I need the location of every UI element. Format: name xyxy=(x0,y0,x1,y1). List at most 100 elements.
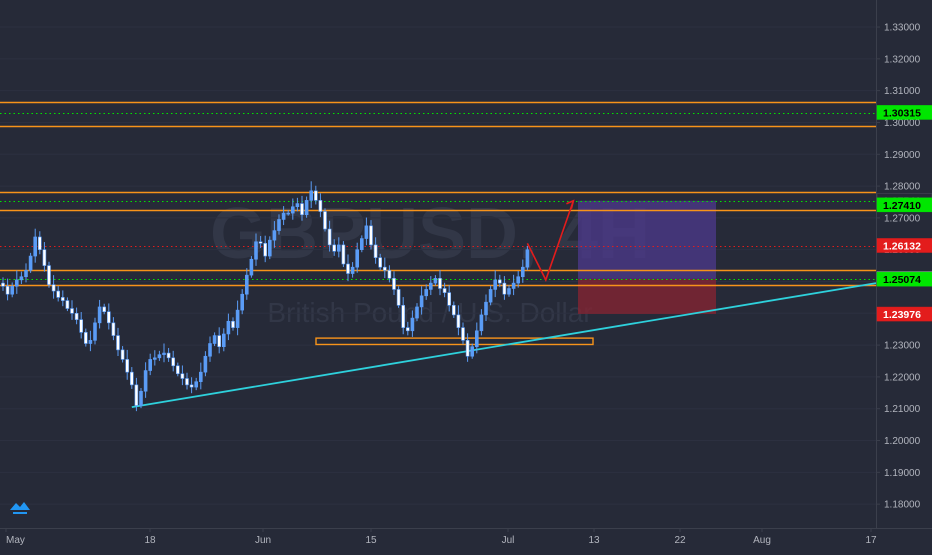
time-tick-label: 13 xyxy=(588,535,600,546)
candlesticks xyxy=(1,181,530,412)
candle-body xyxy=(84,332,88,344)
candle-body xyxy=(346,263,350,274)
position-loss-area[interactable] xyxy=(578,278,716,314)
candle-body xyxy=(245,274,249,295)
price-tag-label: 1.25074 xyxy=(883,274,921,286)
projection-polyline[interactable] xyxy=(526,200,575,282)
time-tick-label: 22 xyxy=(674,535,686,546)
candle-body xyxy=(212,335,217,344)
candle-body xyxy=(226,320,231,335)
ascending-trendline[interactable] xyxy=(131,282,877,409)
candle-body xyxy=(235,309,240,328)
candle-body xyxy=(516,276,521,284)
candle-body xyxy=(364,225,369,239)
support-zone-rect[interactable] xyxy=(315,337,594,346)
candle-body xyxy=(88,340,93,344)
price-tag-box xyxy=(876,238,932,253)
projection-path[interactable] xyxy=(526,199,575,282)
candle-body xyxy=(166,352,171,359)
candle-body xyxy=(120,349,125,360)
candle-body xyxy=(415,306,419,319)
time-tick-label: 17 xyxy=(865,535,877,546)
candle-body xyxy=(208,343,212,357)
long-position-box[interactable] xyxy=(578,200,716,314)
price-tick-label: 1.20000 xyxy=(884,436,921,447)
price-tick-label: 1.27000 xyxy=(884,213,921,224)
candle-body xyxy=(111,322,116,336)
candle-body xyxy=(15,279,19,287)
candle-body xyxy=(313,190,318,201)
price-tick-label: 1.31000 xyxy=(884,86,921,97)
time-tick-label: 15 xyxy=(365,535,377,546)
price-tags: 1.303151.275411.274101.261321.250841.250… xyxy=(876,105,932,322)
candle-body xyxy=(93,322,97,341)
candle-body xyxy=(263,243,268,257)
time-tick-label: May xyxy=(6,535,25,546)
candle-body xyxy=(497,279,502,284)
candle-body xyxy=(442,288,447,293)
candle-body xyxy=(116,335,120,351)
price-tick-label: 1.32000 xyxy=(884,54,921,65)
candle-body xyxy=(428,282,433,290)
candle-body xyxy=(56,290,61,298)
price-tick-label: 1.21000 xyxy=(884,404,921,415)
candle-body xyxy=(19,276,24,281)
projection-arrowhead[interactable] xyxy=(566,199,575,209)
candle-body xyxy=(327,228,332,246)
time-tick-label: Jul xyxy=(502,535,515,546)
tradingview-logo[interactable] xyxy=(10,502,30,514)
candle-body xyxy=(332,244,337,252)
candle-body xyxy=(502,282,507,295)
horizontal-levels[interactable] xyxy=(0,101,876,287)
candle-body xyxy=(341,244,346,265)
price-tick-label: 1.22000 xyxy=(884,372,921,383)
candle-body xyxy=(456,314,461,328)
candle-body xyxy=(254,241,258,260)
candle-body xyxy=(125,359,129,373)
candle-body xyxy=(185,378,189,386)
candle-body xyxy=(520,266,525,278)
candle-body xyxy=(10,285,14,295)
candle-body xyxy=(194,381,198,388)
position-profit-area[interactable] xyxy=(578,200,716,279)
candle-body xyxy=(148,359,152,371)
time-axis[interactable]: May 18 Jun 15 Jul 13 22 Aug 17 xyxy=(0,528,932,546)
candle-body xyxy=(107,311,111,324)
candle-body xyxy=(157,354,162,359)
candle-body xyxy=(479,314,484,332)
logo-mark xyxy=(10,502,30,510)
candle-body xyxy=(199,371,203,382)
candle-body xyxy=(461,327,465,341)
time-tick-label: Jun xyxy=(255,535,271,546)
candle-body xyxy=(392,278,396,290)
candle-body xyxy=(401,305,406,328)
watermark-description: British Pound / U.S. Dollar xyxy=(267,297,592,328)
candle-body xyxy=(189,384,194,388)
candle-body xyxy=(42,249,47,266)
candle-body xyxy=(355,249,360,268)
candle-body xyxy=(258,241,263,244)
candle-body xyxy=(488,289,493,303)
price-tag-label: 1.30315 xyxy=(883,107,921,119)
candle-body xyxy=(525,249,530,268)
candle-body xyxy=(60,297,65,301)
candle-body xyxy=(217,335,221,347)
candle-body xyxy=(47,265,51,285)
price-tick-label: 1.28000 xyxy=(884,182,921,193)
support-zone[interactable] xyxy=(315,337,594,346)
candle-body xyxy=(350,266,355,274)
candle-body xyxy=(304,200,309,215)
candle-body xyxy=(405,327,410,332)
trendline[interactable] xyxy=(131,282,877,409)
candle-body xyxy=(419,295,424,308)
candle-body xyxy=(382,266,387,271)
candle-body xyxy=(37,236,42,250)
price-tag-box xyxy=(876,271,932,287)
candle-body xyxy=(24,270,28,278)
candle-body xyxy=(1,282,5,287)
candle-body xyxy=(171,357,175,367)
candle-body xyxy=(65,300,70,309)
